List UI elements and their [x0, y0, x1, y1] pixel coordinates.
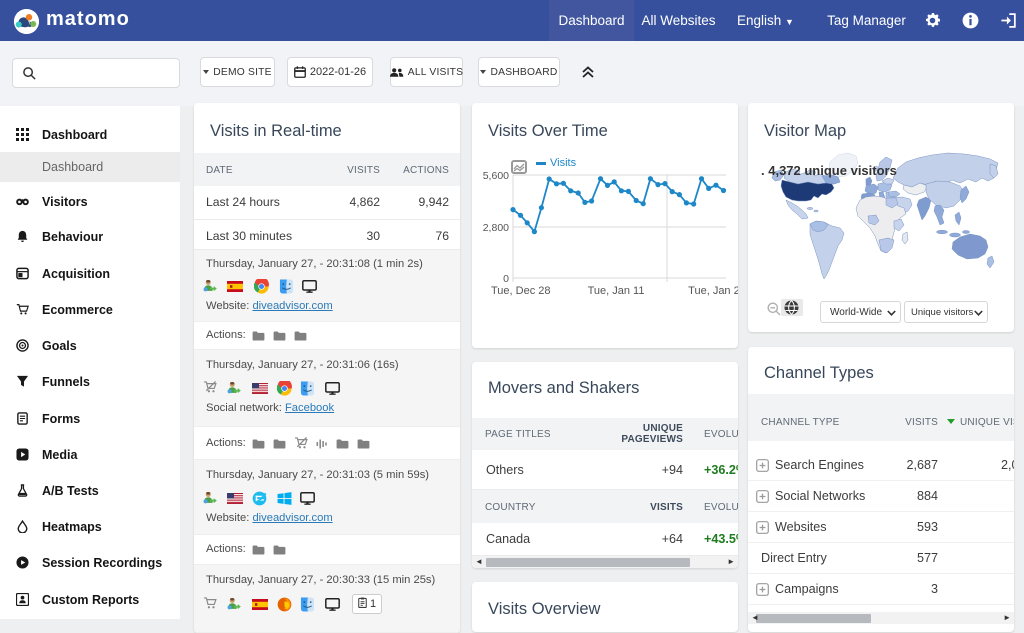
svg-text:Tue, Dec 28: Tue, Dec 28 — [491, 285, 551, 297]
svg-text:2,800: 2,800 — [483, 222, 509, 234]
svg-text:0: 0 — [503, 273, 509, 285]
svg-text:Tue, Jan 25: Tue, Jan 25 — [688, 285, 738, 297]
svg-text:5,600: 5,600 — [483, 170, 509, 182]
svg-text:Tue, Jan 11: Tue, Jan 11 — [588, 285, 645, 297]
